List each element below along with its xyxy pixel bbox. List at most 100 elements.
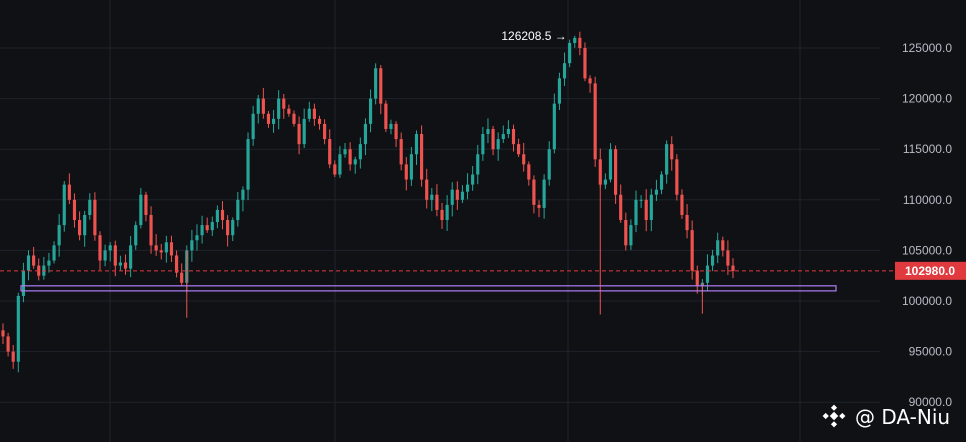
candle-body: [134, 225, 138, 246]
candle-body: [62, 184, 66, 226]
candle-body: [271, 118, 276, 124]
candle-body: [348, 149, 352, 165]
candle-body: [552, 103, 556, 150]
candle-body: [675, 159, 679, 195]
candle-body: [358, 144, 362, 160]
candle-body: [159, 250, 163, 253]
candle-body: [328, 139, 332, 165]
candle-body: [542, 179, 546, 208]
candle-body: [634, 199, 638, 226]
candle-body: [21, 270, 26, 296]
candle-body: [57, 225, 61, 246]
candle-body: [532, 179, 536, 205]
candle-body: [522, 154, 526, 165]
candle-body: [154, 245, 158, 251]
candle-body: [547, 149, 551, 180]
candle-body: [629, 225, 633, 246]
price-axis[interactable]: 90000.0 95000.0 100000.0 105000.0 110000.0 11…: [895, 41, 966, 409]
candle-body: [317, 118, 322, 124]
candle-body: [399, 139, 403, 165]
candle-body: [716, 240, 720, 256]
y-tick-label: 120000.0: [902, 92, 952, 106]
candle-body: [430, 194, 434, 200]
y-tick-label: 105000.0: [902, 243, 952, 257]
candle-body: [200, 225, 204, 236]
candle-body: [266, 113, 271, 124]
candle-body: [450, 189, 454, 205]
candle-body: [435, 194, 439, 210]
candle-body: [1, 330, 5, 337]
candle-body: [670, 144, 674, 160]
candle-body: [67, 184, 71, 200]
candle-body: [174, 255, 179, 273]
candle-body: [144, 194, 148, 215]
candle-body: [226, 220, 230, 236]
candle-body: [588, 78, 592, 84]
candle-body: [420, 134, 424, 180]
candle-body: [731, 265, 735, 271]
candle-body: [527, 164, 531, 180]
candle-body: [256, 98, 260, 114]
candle-body: [323, 123, 327, 140]
candle-body: [557, 78, 562, 104]
candle-body: [425, 179, 429, 200]
candles-layer: [1, 31, 735, 373]
candle-body: [108, 245, 112, 251]
candle-body: [603, 179, 607, 185]
candle-body: [312, 108, 316, 119]
candle-body: [210, 222, 214, 231]
candle-body: [578, 37, 582, 48]
watermark: @ DA-Niu: [822, 404, 950, 429]
candle-body: [639, 199, 643, 201]
high-annotation-label: 126208.5 →: [501, 29, 566, 43]
candle-body: [307, 108, 311, 119]
candle-body: [32, 255, 36, 266]
candle-body: [77, 220, 82, 236]
candle-body: [292, 113, 296, 124]
y-tick-label: 100000.0: [902, 294, 952, 308]
candle-body: [476, 154, 480, 175]
candle-body: [721, 240, 725, 251]
candle-body: [440, 209, 444, 221]
candle-body: [624, 220, 628, 246]
candle-body: [246, 139, 250, 190]
candle-body: [374, 68, 378, 99]
candle-body: [465, 184, 470, 192]
candle-body: [139, 194, 143, 226]
last-price-tag: [895, 261, 966, 280]
candle-body: [705, 265, 710, 283]
candle-body: [26, 255, 31, 271]
grid-lines: [0, 0, 880, 442]
candle-body: [404, 164, 408, 180]
candle-body: [16, 295, 20, 362]
candle-body: [598, 159, 602, 185]
candle-body: [47, 260, 51, 266]
candle-body: [169, 242, 174, 256]
candle-body: [486, 128, 490, 135]
candle-body: [506, 128, 510, 135]
candle-body: [573, 37, 577, 43]
candle-body: [231, 220, 235, 236]
candle-body: [695, 270, 699, 286]
candle-body: [409, 154, 413, 180]
candle-body: [83, 214, 87, 236]
candle-body: [379, 68, 383, 104]
candle-body: [113, 245, 117, 266]
candle-body: [481, 134, 485, 155]
candle-body: [562, 63, 567, 79]
candle-body: [353, 159, 357, 165]
candle-body: [501, 134, 505, 140]
candle-body: [680, 194, 684, 215]
candle-body: [363, 123, 368, 145]
candle-body: [649, 194, 653, 221]
candle-body: [394, 123, 398, 140]
candle-body: [205, 225, 209, 231]
candle-body: [389, 123, 393, 129]
y-tick-label: 95000.0: [909, 345, 953, 359]
candle-body: [614, 149, 618, 195]
candle-body: [659, 174, 664, 190]
candle-body: [445, 204, 449, 221]
watermark-text: @ DA-Niu: [855, 405, 950, 429]
candle-body: [496, 139, 500, 150]
